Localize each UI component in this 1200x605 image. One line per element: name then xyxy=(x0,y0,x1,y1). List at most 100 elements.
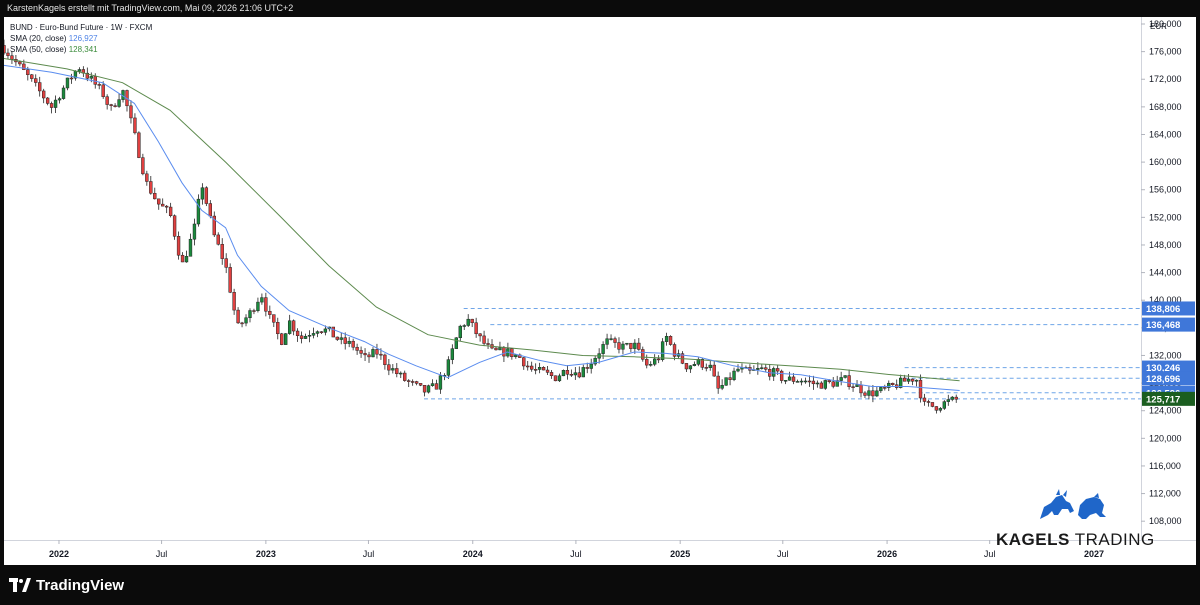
footer-bar: TradingView xyxy=(0,565,1200,605)
candle xyxy=(117,93,121,108)
candle-body xyxy=(776,368,780,372)
candle xyxy=(887,380,891,392)
candle xyxy=(692,361,697,367)
candle-body xyxy=(272,314,276,323)
candle-body xyxy=(172,215,177,237)
candle xyxy=(339,332,343,345)
price-level-tag xyxy=(1142,391,1195,406)
candle-body xyxy=(803,380,808,383)
chart-area[interactable]: EUR 180,000 176,000 172,000 168,000 164,000 16… xyxy=(4,17,1196,565)
price-level-tag xyxy=(1142,301,1195,316)
candle-body xyxy=(617,342,621,350)
time-tick-label: 2026 xyxy=(877,549,897,559)
price-level-tag xyxy=(1142,360,1195,375)
tradingview-logo[interactable]: TradingView xyxy=(9,576,124,594)
candle xyxy=(6,48,10,59)
candle xyxy=(724,377,728,386)
price-tick-label: 164,000 xyxy=(1149,129,1182,139)
candle-body xyxy=(351,340,355,348)
legend-sma50: SMA (50, close) 128,341 xyxy=(10,44,152,55)
candle xyxy=(641,346,645,362)
candle xyxy=(101,81,105,99)
candle xyxy=(787,371,792,381)
candle xyxy=(256,297,260,313)
candle xyxy=(426,384,431,394)
candle-body xyxy=(339,337,343,340)
candle xyxy=(553,375,558,382)
candle-body xyxy=(557,375,562,382)
price-tick-label: 156,000 xyxy=(1149,185,1182,195)
price-tick-label: 160,000 xyxy=(1149,157,1182,167)
candle xyxy=(4,39,6,55)
candle xyxy=(720,379,724,391)
price-tick-label: 108,000 xyxy=(1149,516,1182,526)
candle xyxy=(470,318,474,328)
candle xyxy=(188,233,193,257)
candle-body xyxy=(660,341,665,360)
price-tick-label: 120,000 xyxy=(1149,433,1182,443)
price-tick-label: 180,000 xyxy=(1149,19,1182,29)
candle-body xyxy=(196,198,201,225)
candle-body xyxy=(704,367,708,369)
candle xyxy=(851,383,855,392)
candle-body xyxy=(49,103,54,108)
candle-body xyxy=(629,342,633,349)
candle-body xyxy=(232,292,236,311)
candle-body xyxy=(756,368,760,370)
candle-body xyxy=(331,326,335,338)
candle-body xyxy=(188,238,193,257)
candle xyxy=(708,360,712,371)
candle xyxy=(422,385,427,397)
candle xyxy=(109,103,113,111)
candle xyxy=(145,170,149,186)
candle xyxy=(291,319,296,336)
candle-body xyxy=(458,325,462,338)
candle-body xyxy=(577,372,581,378)
candle-body xyxy=(462,325,466,327)
candle xyxy=(248,308,252,323)
price-tick-label: 172,000 xyxy=(1149,74,1182,84)
candle-body xyxy=(585,367,589,369)
sma50-line xyxy=(4,58,960,382)
candle xyxy=(280,332,284,346)
candle-body xyxy=(553,375,558,382)
candle xyxy=(367,351,371,363)
candle-body xyxy=(875,390,879,397)
candle xyxy=(244,314,248,327)
candle-body xyxy=(954,396,958,400)
candle xyxy=(454,337,458,349)
candle xyxy=(30,73,34,82)
candle xyxy=(605,333,609,350)
candle-body xyxy=(696,358,701,365)
candle-body xyxy=(77,69,82,72)
candle-body xyxy=(220,244,224,259)
candle-body xyxy=(720,385,724,389)
candle-body xyxy=(335,336,339,340)
candle xyxy=(839,371,843,386)
candle-body xyxy=(399,372,403,375)
candle-body xyxy=(819,382,824,389)
candle xyxy=(168,202,173,218)
candle-body xyxy=(684,363,689,370)
candle xyxy=(172,214,177,240)
candle xyxy=(69,73,74,84)
candle-body xyxy=(498,347,502,351)
candle-body xyxy=(375,349,379,355)
candle-body xyxy=(871,390,875,397)
candle-body xyxy=(581,367,585,378)
candle xyxy=(53,95,58,114)
candle-body xyxy=(502,347,506,357)
candle xyxy=(272,314,276,327)
candle-body xyxy=(192,223,197,240)
candle-body xyxy=(545,369,550,373)
candle-body xyxy=(537,367,542,370)
candle xyxy=(764,364,768,373)
legend-sma50-value: 128,341 xyxy=(68,45,98,54)
candle xyxy=(133,113,137,135)
candle-body xyxy=(839,377,843,381)
candle xyxy=(363,348,367,362)
candle xyxy=(795,379,800,383)
candle-body xyxy=(105,96,109,105)
candle xyxy=(164,204,169,214)
